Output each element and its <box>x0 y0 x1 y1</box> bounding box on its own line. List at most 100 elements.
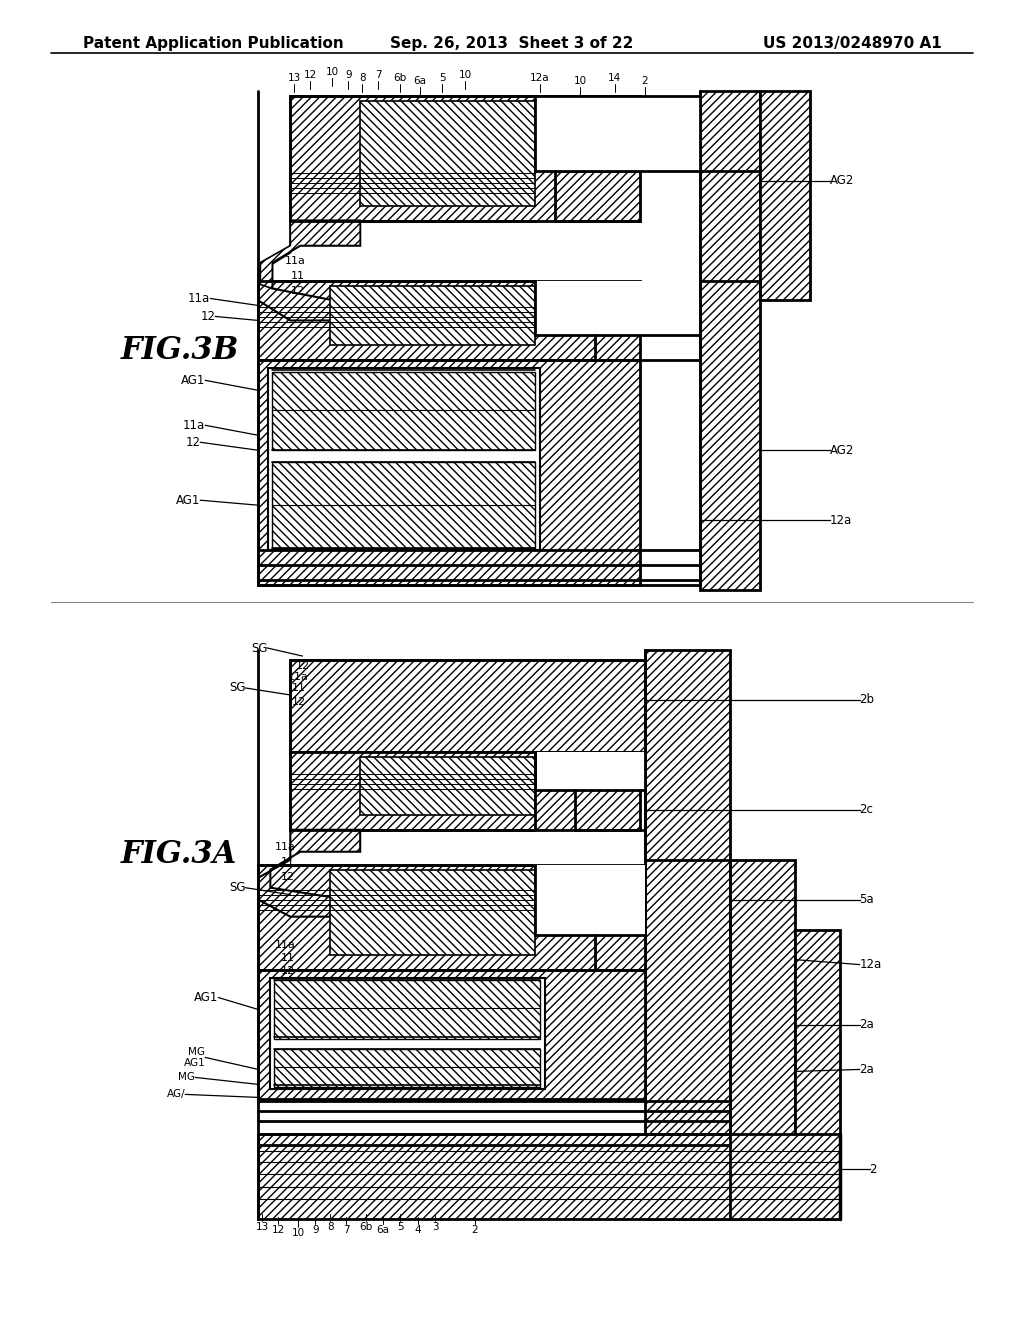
Bar <box>290 752 640 830</box>
Text: FIG.3A: FIG.3A <box>121 840 237 870</box>
Text: 10: 10 <box>326 67 339 77</box>
Text: 12: 12 <box>201 310 215 323</box>
Bar <box>270 978 545 1089</box>
Bar <box>795 929 840 1220</box>
Bar <box>535 865 645 935</box>
Bar <box>274 979 540 1039</box>
Text: 10: 10 <box>573 75 587 86</box>
Text: 7: 7 <box>375 70 382 79</box>
Text: 2b: 2b <box>859 693 874 706</box>
Bar <box>555 106 640 170</box>
Bar <box>555 281 595 335</box>
Text: 2a: 2a <box>859 1063 874 1076</box>
Text: 11a: 11a <box>188 292 210 305</box>
Bar <box>699 91 760 590</box>
Bar <box>258 1134 840 1220</box>
Text: SG: SG <box>251 642 267 655</box>
Bar <box>258 970 645 1100</box>
Text: 3: 3 <box>432 1222 438 1233</box>
Bar <box>360 756 535 814</box>
Text: 12: 12 <box>304 70 316 79</box>
Text: AG1: AG1 <box>176 494 201 507</box>
Text: 11a: 11a <box>285 256 305 265</box>
Text: SG: SG <box>228 882 246 894</box>
Text: 5: 5 <box>397 1222 403 1233</box>
Bar <box>331 870 535 954</box>
Bar <box>258 281 640 360</box>
Polygon shape <box>260 220 360 289</box>
Text: 11: 11 <box>589 132 605 145</box>
Text: 12: 12 <box>292 697 306 708</box>
Text: 13: 13 <box>288 73 301 83</box>
Text: MG: MG <box>178 1072 196 1082</box>
Bar <box>535 96 699 170</box>
Bar <box>268 368 540 550</box>
Bar <box>290 660 645 752</box>
Text: AG2: AG2 <box>829 444 854 457</box>
Text: 6b: 6b <box>393 73 407 83</box>
Text: 12a: 12a <box>859 958 882 972</box>
Text: 2a: 2a <box>859 1018 874 1031</box>
Text: 6b: 6b <box>359 1222 373 1233</box>
Text: 13: 13 <box>256 1222 269 1233</box>
Text: 9: 9 <box>345 70 351 79</box>
Text: 11: 11 <box>291 271 305 281</box>
Bar <box>272 462 535 548</box>
Text: 8: 8 <box>358 73 366 83</box>
Bar <box>272 372 535 450</box>
Text: AG1: AG1 <box>181 374 206 387</box>
Text: 2: 2 <box>641 75 648 86</box>
Text: AG/: AG/ <box>167 1089 185 1100</box>
Text: 11a: 11a <box>274 940 295 949</box>
Text: 8: 8 <box>327 1222 334 1233</box>
Text: FIG.3B: FIG.3B <box>121 335 239 366</box>
Text: 11: 11 <box>292 682 306 693</box>
Text: 12: 12 <box>282 871 295 882</box>
Text: 12: 12 <box>291 285 305 296</box>
Bar <box>535 281 699 335</box>
Bar <box>360 100 535 206</box>
Text: 5a: 5a <box>859 894 874 906</box>
Bar <box>730 859 795 1220</box>
Text: 11: 11 <box>282 953 295 962</box>
Text: 2c: 2c <box>859 804 873 816</box>
Text: 4: 4 <box>415 1225 422 1236</box>
Text: 12: 12 <box>282 965 295 975</box>
Text: 12: 12 <box>185 436 201 449</box>
Text: 11a: 11a <box>288 672 308 682</box>
Bar <box>331 285 535 346</box>
Bar <box>760 91 810 301</box>
Bar <box>290 96 640 220</box>
Text: AG1: AG1 <box>194 991 218 1005</box>
Text: 6a: 6a <box>414 75 427 86</box>
Text: 11: 11 <box>282 857 295 867</box>
Text: 6a: 6a <box>377 1225 390 1236</box>
Text: 12a: 12a <box>829 513 852 527</box>
Text: MG
AG1: MG AG1 <box>183 1047 206 1068</box>
Bar <box>535 752 645 789</box>
Text: 11a: 11a <box>274 842 295 851</box>
Text: 10: 10 <box>459 70 472 79</box>
Text: 10: 10 <box>292 1228 305 1238</box>
Text: 14: 14 <box>608 73 622 83</box>
Text: 7: 7 <box>343 1225 349 1236</box>
Polygon shape <box>258 220 360 321</box>
Text: 11a: 11a <box>183 418 206 432</box>
Text: 12: 12 <box>271 1225 285 1236</box>
Text: Patent Application Publication: Patent Application Publication <box>83 36 343 51</box>
Text: 5: 5 <box>438 73 445 83</box>
Text: US 2013/0248970 A1: US 2013/0248970 A1 <box>763 36 941 51</box>
Polygon shape <box>258 830 360 916</box>
Text: 2: 2 <box>472 1225 478 1236</box>
Text: SG: SG <box>228 681 246 694</box>
Bar <box>274 1049 540 1088</box>
Bar <box>645 649 730 1220</box>
Text: 12: 12 <box>296 661 310 671</box>
Text: AG2: AG2 <box>829 174 854 187</box>
Bar <box>258 865 645 970</box>
Text: 2: 2 <box>869 1163 877 1176</box>
Bar <box>258 360 640 585</box>
Text: 9: 9 <box>312 1225 318 1236</box>
Text: 12a: 12a <box>530 73 550 83</box>
Text: Sep. 26, 2013  Sheet 3 of 22: Sep. 26, 2013 Sheet 3 of 22 <box>390 36 634 51</box>
